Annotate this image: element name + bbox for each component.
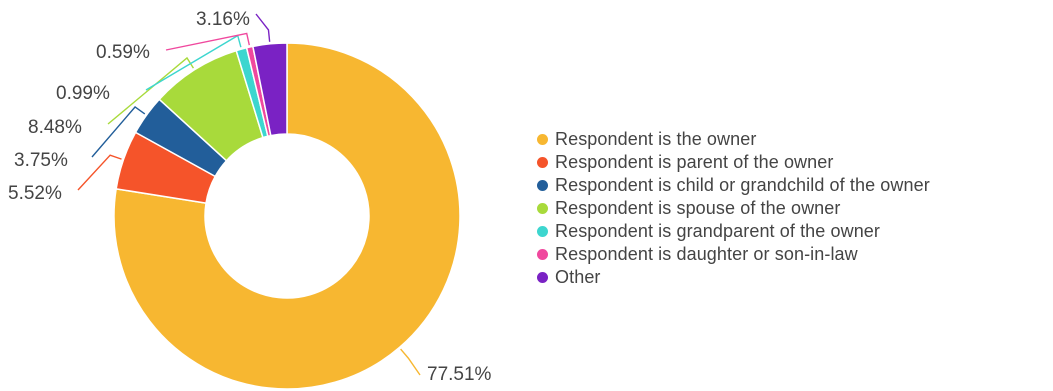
leader-line-respondent-is-the-owner [400, 348, 421, 376]
legend-label: Respondent is the owner [555, 129, 757, 149]
leader-lines [77, 13, 421, 376]
legend-swatch [537, 203, 548, 214]
legend-item-respondent-is-child-or-grandchild-of-the-owner: Respondent is child or grandchild of the… [537, 174, 930, 197]
data-label-respondent-is-child-or-grandchild-of-the-owner: 3.75% [14, 150, 68, 171]
legend-item-respondent-is-spouse-of-the-owner: Respondent is spouse of the owner [537, 197, 930, 220]
legend-label: Other [555, 267, 601, 287]
slice-other [251, 42, 288, 137]
data-labels: 77.51% 5.52% 3.75% 8.48% 0.99% 0.59% 3.16% [8, 9, 492, 385]
legend-swatch [537, 157, 548, 168]
leader-line-respondent-is-parent-of-the-owner [77, 154, 122, 191]
legend-label: Respondent is daughter or son-in-law [555, 244, 858, 264]
legend-swatch [537, 249, 548, 260]
legend-label: Respondent is child or grandchild of the… [555, 175, 930, 195]
legend-label: Respondent is parent of the owner [555, 152, 834, 172]
legend-swatch [537, 180, 548, 191]
data-label-respondent-is-daughter-or-son-in-law: 0.59% [96, 42, 150, 63]
donut-slices [113, 42, 461, 390]
legend-swatch [537, 226, 548, 237]
legend-item-respondent-is-parent-of-the-owner: Respondent is parent of the owner [537, 151, 930, 174]
legend: Respondent is the owner Respondent is par… [537, 128, 930, 289]
leader-line-other [255, 13, 271, 42]
data-label-respondent-is-grandparent-of-the-owner: 0.99% [56, 83, 110, 104]
leader-line-respondent-is-daughter-or-son-in-law [165, 32, 250, 51]
leader-line-respondent-is-spouse-of-the-owner [107, 56, 195, 125]
legend-item-respondent-is-daughter-or-son-in-law: Respondent is daughter or son-in-law [537, 243, 930, 266]
legend-item-respondent-is-grandparent-of-the-owner: Respondent is grandparent of the owner [537, 220, 930, 243]
data-label-other: 3.16% [196, 9, 250, 30]
legend-swatch [537, 272, 548, 283]
legend-label: Respondent is grandparent of the owner [555, 221, 881, 241]
legend-item-other: Other [537, 266, 930, 289]
legend-item-respondent-is-the-owner: Respondent is the owner [537, 128, 930, 151]
legend-swatch [537, 134, 548, 145]
leader-line-respondent-is-child-or-grandchild-of-the-owner [91, 106, 146, 158]
legend-label: Respondent is spouse of the owner [555, 198, 841, 218]
slice-respondent-is-the-owner [113, 42, 461, 390]
data-label-respondent-is-the-owner: 77.51% [427, 364, 492, 385]
data-label-respondent-is-spouse-of-the-owner: 8.48% [28, 117, 82, 138]
data-label-respondent-is-parent-of-the-owner: 5.52% [8, 183, 62, 204]
